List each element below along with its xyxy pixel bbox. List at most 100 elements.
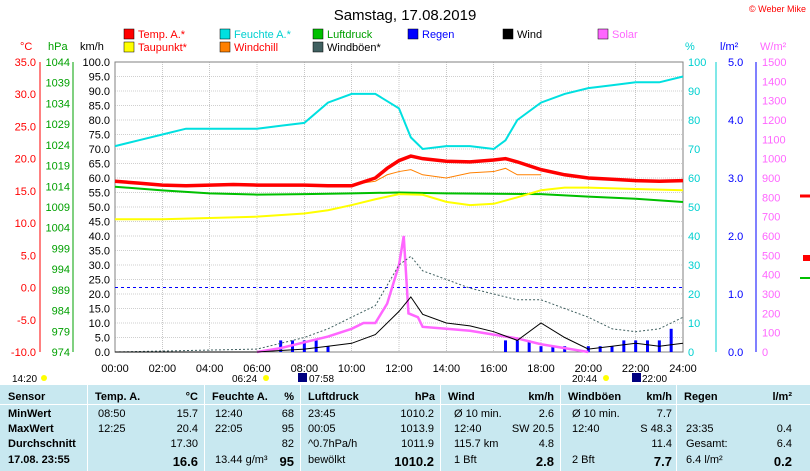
rain-value: 0.2 — [773, 454, 792, 469]
sunrise-time: 06:24 — [232, 374, 257, 385]
tick-hum: 80 — [688, 115, 700, 127]
tick-press: 1024 — [46, 140, 70, 152]
chart-title: Samstag, 17.08.2019 — [334, 7, 477, 24]
header-temp-unit: °C — [185, 391, 198, 403]
tick-solar: 1100 — [762, 134, 786, 146]
tick-wind: 90.0 — [89, 86, 110, 98]
tick-rain: 2.0 — [728, 231, 743, 243]
header-rain: Regen — [684, 391, 718, 403]
gust-value: 11.4 — [651, 438, 672, 450]
rain-bar — [527, 340, 531, 352]
row-label: MinWert — [8, 408, 52, 420]
rain-bar — [515, 340, 519, 352]
series-pressure — [114, 185, 684, 204]
press-time: bewölkt — [308, 454, 346, 466]
rain-bar — [314, 340, 318, 352]
tick-hum: 60 — [688, 173, 700, 185]
tick-time: 04:00 — [196, 363, 224, 375]
temp-value: 15.7 — [176, 408, 198, 420]
axis-unit-rain: l/m² — [720, 41, 739, 53]
legend-label: Temp. A.* — [138, 29, 186, 41]
temp-value: 17.30 — [170, 438, 198, 450]
rain-bar — [646, 340, 649, 352]
gust-value: 7.7 — [656, 408, 672, 420]
tick-wind: 100.0 — [82, 57, 110, 69]
tick-temp: 15.0 — [15, 186, 36, 198]
tick-time: 00:00 — [101, 363, 129, 375]
rain-value: 6.4 — [776, 438, 792, 450]
tick-time: 16:00 — [480, 363, 508, 375]
tick-wind: 65.0 — [89, 159, 110, 171]
rain-bar — [302, 340, 306, 352]
series-humidity — [114, 75, 684, 151]
wind-value: 4.8 — [538, 438, 554, 450]
press-time: 23:45 — [308, 408, 336, 420]
legend-swatch — [312, 41, 324, 53]
tick-hum: 50 — [688, 202, 700, 214]
tick-press: 1039 — [46, 78, 70, 90]
press-value: 1011.9 — [401, 438, 434, 450]
gust-time: 2 Bft — [572, 454, 595, 466]
tick-hum: 100 — [688, 57, 706, 69]
gust-time: Ø 10 min. — [572, 408, 620, 420]
header-gust-unit: km/h — [646, 391, 672, 403]
rain-bar — [279, 340, 283, 352]
hum-time: 12:40 — [215, 408, 243, 420]
row-label: 17.08. 23:55 — [8, 454, 70, 466]
tick-hum: 90 — [688, 86, 700, 98]
tick-temp: -5.0 — [17, 315, 36, 327]
legend-label: Windchill — [234, 42, 278, 54]
temp-time: 12:25 — [98, 423, 126, 435]
tick-solar: 900 — [762, 173, 780, 185]
tick-rain: 4.0 — [728, 115, 743, 127]
tick-hum: 40 — [688, 231, 700, 243]
tick-solar: 800 — [762, 192, 780, 204]
tick-time: 12:00 — [385, 363, 413, 375]
tick-temp: 25.0 — [15, 121, 36, 133]
rain-bar — [504, 340, 507, 352]
moonset-time: 14:20 — [12, 374, 37, 385]
gust-value: 7.7 — [653, 454, 672, 469]
axis-unit-press: hPa — [48, 41, 68, 53]
tick-solar: 1500 — [762, 57, 786, 69]
header-temp: Temp. A. — [95, 391, 141, 403]
table-column-divider — [204, 385, 205, 471]
legend-label: Solar — [612, 29, 638, 41]
tick-wind: 60.0 — [89, 173, 110, 185]
row-label: MaxWert — [8, 423, 54, 435]
sun-icon — [263, 375, 269, 381]
tick-solar: 1200 — [762, 115, 786, 127]
tick-solar: 700 — [762, 212, 780, 224]
moonrise-am-time: 07:58 — [309, 374, 334, 385]
tick-solar: 200 — [762, 308, 780, 320]
header-sensor: Sensor — [8, 391, 46, 403]
tick-press: 979 — [52, 326, 70, 338]
rain-bar — [669, 328, 673, 352]
tick-wind: 95.0 — [89, 72, 110, 84]
tick-solar: 400 — [762, 270, 780, 282]
wind-direction-value: SW 20.5 — [511, 423, 554, 435]
tick-hum: 20 — [688, 289, 700, 301]
tick-wind: 75.0 — [89, 130, 110, 142]
tick-solar: 100 — [762, 328, 780, 340]
tick-rain: 1.0 — [728, 289, 743, 301]
temp-value: 20.4 — [176, 423, 198, 435]
moonrise-pm-time: 22:00 — [642, 374, 667, 385]
tick-temp: -10.0 — [11, 347, 36, 359]
legend-label: Windböen* — [327, 42, 382, 54]
hum-value: 82 — [281, 438, 294, 450]
sunset-time: 20:44 — [572, 374, 597, 385]
tick-wind: 20.0 — [89, 289, 110, 301]
table-column-divider — [440, 385, 441, 471]
tick-press: 1044 — [46, 57, 70, 69]
tick-solar: 600 — [762, 231, 780, 243]
tick-hum: 30 — [688, 260, 700, 272]
tick-time: 10:00 — [338, 363, 366, 375]
tick-wind: 35.0 — [89, 246, 110, 258]
legend-swatch — [123, 28, 135, 40]
tick-press: 1029 — [46, 119, 70, 131]
row-label: Durchschnitt — [8, 438, 76, 450]
tick-temp: 10.0 — [15, 218, 36, 230]
header-gust: Windböen — [568, 391, 622, 403]
tick-temp: 30.0 — [15, 89, 36, 101]
